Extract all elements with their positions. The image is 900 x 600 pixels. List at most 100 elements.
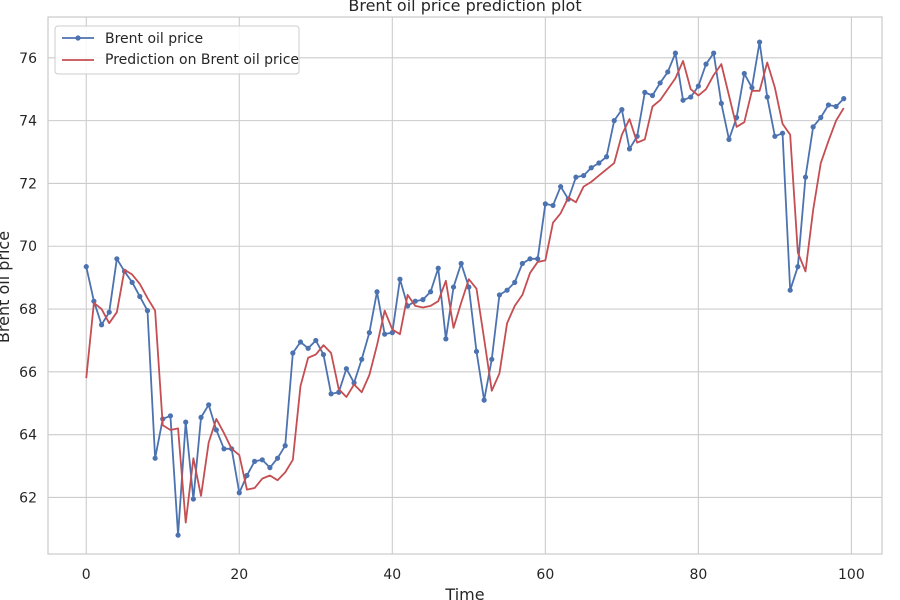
data-point [741,70,747,77]
data-point [114,256,120,262]
data-point [787,287,793,293]
legend-label-actual: Brent oil price [105,31,203,47]
x-tick-label: 0 [82,567,91,583]
data-point [167,413,174,419]
data-point [496,292,503,298]
data-point [665,69,671,75]
legend-box [54,25,300,75]
data-point [152,455,158,461]
data-point [481,397,487,403]
data-point [297,339,304,345]
x-axis-label: Time [444,585,484,600]
grid [48,17,882,554]
data-point [818,114,824,121]
data-point [91,298,97,304]
y-tick-label: 76 [19,51,37,67]
data-point [328,391,334,397]
data-point [489,356,495,362]
data-point [726,136,732,143]
data-point [688,94,694,100]
data-point [756,39,763,45]
legend-marker-actual [75,35,81,41]
data-point [290,350,296,356]
data-point [535,256,541,262]
x-tick-label: 60 [536,567,554,583]
data-point [427,289,434,295]
data-point [711,50,717,56]
y-axis-label: Brent oil price [0,231,13,343]
y-tick-label: 70 [19,239,37,255]
x-tick-label: 100 [838,567,865,583]
data-point [458,260,464,267]
data-point [573,174,579,180]
data-point [841,96,847,102]
y-tick-label: 62 [19,490,37,506]
data-point [221,446,227,452]
y-tick-label: 68 [19,302,37,318]
data-point [374,289,380,295]
data-point [359,356,365,362]
data-point [588,165,594,171]
data-point [83,264,89,270]
plot-frame [47,16,883,555]
data-point [603,154,610,160]
data-point [825,102,832,108]
data-point [137,293,143,300]
data-point [810,124,816,130]
legend: Brent oil price Prediction on Brent oil … [54,25,300,75]
series-layer [83,39,847,538]
data-point [106,309,112,315]
x-tick-label: 40 [383,567,401,583]
data-point [504,287,510,293]
data-point [351,380,357,386]
series-line-1 [85,60,845,524]
data-point [672,50,679,56]
chart-title: Brent oil price prediction plot [348,0,581,15]
data-point [802,174,809,180]
data-point [596,160,602,166]
data-point [450,284,457,290]
data-point [175,532,181,538]
data-point [129,279,135,285]
data-point [772,133,778,139]
data-point [558,183,564,190]
data-point [343,366,349,372]
data-point [795,264,801,270]
data-point [98,322,105,328]
data-point [206,402,212,408]
data-point [619,107,625,113]
data-point [435,265,441,271]
y-tick-label: 74 [19,114,37,130]
data-point [581,172,587,179]
data-point [779,130,786,136]
data-point [251,458,258,464]
data-point [259,457,265,463]
data-point [397,276,403,282]
data-point [213,427,219,433]
data-point [305,345,311,351]
data-point [366,330,372,336]
data-point [382,331,388,337]
data-point [473,348,480,355]
data-point [244,472,250,479]
data-point [542,201,548,207]
data-point [320,351,327,358]
data-point [282,443,288,449]
y-tick-label: 72 [19,176,37,192]
data-point [695,83,701,89]
data-point [626,146,633,152]
data-point [749,85,755,91]
series-line-0 [85,41,845,537]
data-point [144,308,151,314]
data-point [512,279,518,285]
data-point [236,490,242,496]
data-point [519,260,525,267]
data-point [703,61,709,67]
data-point [313,337,319,344]
data-point [642,89,648,95]
data-point [764,94,770,100]
data-point [657,80,663,86]
data-point [680,97,686,103]
